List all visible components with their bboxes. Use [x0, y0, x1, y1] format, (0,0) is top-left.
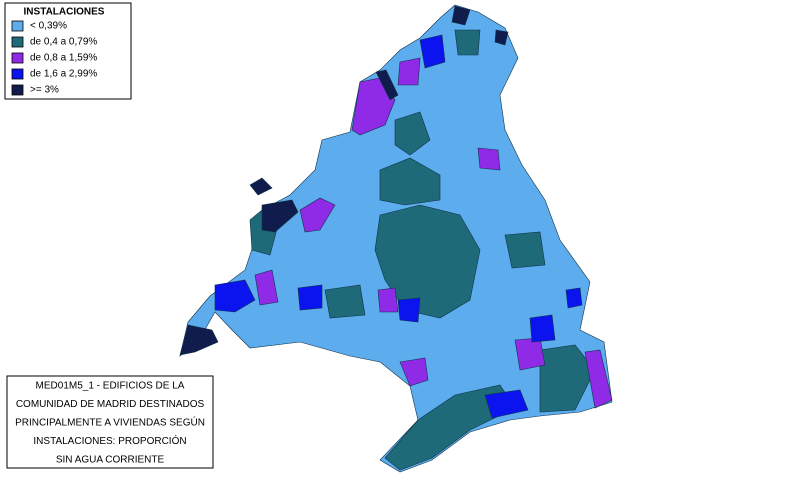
municipality [179, 324, 219, 356]
municipality [419, 34, 446, 69]
municipality [375, 69, 399, 101]
legend-title: INSTALACIONES [24, 7, 105, 18]
caption-line: PRINCIPALMENTE A VIVIENDAS SEGÚN [15, 416, 205, 429]
legend-swatch [11, 52, 24, 64]
municipality [565, 287, 583, 309]
municipality [514, 337, 546, 371]
legend-swatch [11, 36, 24, 48]
municipality [254, 269, 279, 306]
legend-label: de 1,6 a 2,99% [30, 69, 97, 80]
municipality [477, 147, 501, 171]
municipality [397, 57, 421, 86]
municipality [324, 284, 366, 319]
caption-line: COMUNIDAD DE MADRID DESTINADOS [16, 399, 205, 410]
caption-box [6, 375, 214, 469]
municipality [397, 297, 421, 323]
legend-label: < 0,39% [30, 21, 67, 32]
municipality [377, 287, 399, 313]
municipality [394, 111, 431, 156]
municipality [454, 29, 481, 56]
region-map [179, 4, 613, 473]
legend-label: >= 3% [30, 85, 59, 96]
legend-box [4, 2, 132, 100]
caption-line: INSTALACIONES: PROPORCIÓN [33, 434, 186, 447]
caption: MED01M5_1 - EDIFICIOS DE LA COMUNIDAD DE … [15, 381, 205, 466]
caption-line: MED01M5_1 - EDIFICIOS DE LA [36, 381, 185, 392]
municipality [374, 204, 481, 319]
caption-line: SIN AGUA CORRIENTE [56, 455, 165, 466]
legend-swatch [11, 68, 24, 80]
legend-label: de 0,4 a 0,79% [30, 37, 97, 48]
municipality [379, 157, 441, 206]
municipality [539, 344, 596, 413]
municipality [297, 284, 323, 311]
municipality [451, 5, 471, 26]
municipality [399, 357, 429, 387]
legend: < 0,39% de 0,4 a 0,79% de 0,8 a 1,59% de 1,… [11, 20, 97, 96]
legend-swatch [11, 20, 24, 32]
municipality [529, 314, 556, 343]
municipality [249, 177, 273, 196]
municipality [299, 197, 336, 233]
municipality [494, 29, 509, 46]
municipality [504, 231, 546, 269]
municipality [584, 349, 613, 409]
municipality [214, 279, 256, 313]
municipality [484, 389, 529, 419]
legend-swatch [11, 84, 24, 96]
legend-label: de 0,8 a 1,59% [30, 53, 97, 64]
municipality [261, 199, 299, 233]
